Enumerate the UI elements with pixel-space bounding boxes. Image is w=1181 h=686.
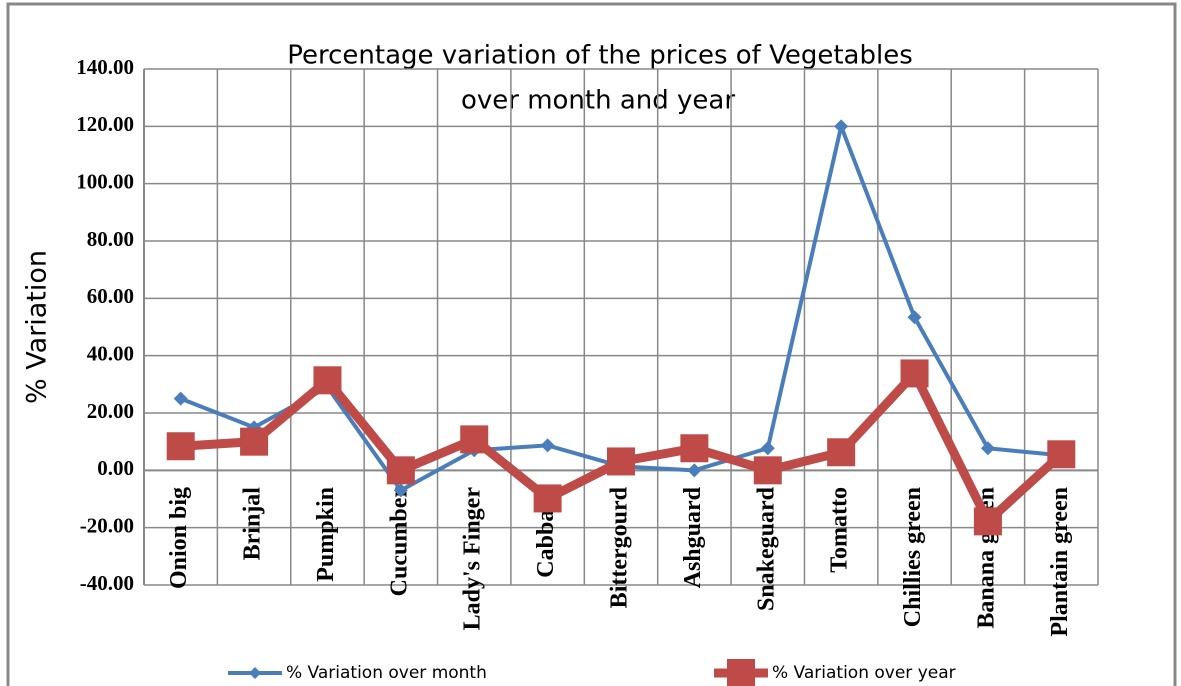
x-tick-label: Cucumber — [386, 487, 412, 597]
chart-title: Percentage variation of the prices of Ve… — [287, 41, 913, 71]
marker — [166, 432, 195, 461]
y-tick-label: 100.00 — [76, 169, 134, 193]
y-axis-label: % Variation — [22, 250, 53, 404]
x-tick-label: Tomatto — [827, 487, 853, 573]
marker — [386, 456, 415, 485]
marker — [900, 359, 929, 388]
x-tick-label: Pumpkin — [313, 487, 339, 582]
x-tick-label: Bittergourd — [607, 486, 633, 608]
marker — [973, 507, 1002, 536]
marker — [540, 438, 555, 453]
marker — [173, 391, 188, 406]
marker — [687, 463, 702, 478]
marker — [980, 441, 995, 456]
x-tick-label: Lady's Finger — [460, 487, 486, 631]
y-tick-label: 120.00 — [76, 112, 134, 136]
y-tick-label: -40.00 — [80, 571, 134, 595]
marker — [760, 441, 775, 456]
chart-frame — [6, 2, 1177, 686]
y-tick-label: 140.00 — [76, 55, 134, 79]
x-tick-label: Chillies green — [900, 487, 926, 627]
marker — [313, 366, 342, 395]
x-tick-label: Snakeguard — [753, 486, 779, 611]
marker — [827, 438, 856, 467]
legend-label: % Variation over year — [772, 663, 956, 683]
marker — [460, 425, 489, 454]
legend-marker — [727, 659, 755, 686]
marker — [1047, 440, 1076, 469]
marker — [753, 456, 782, 485]
marker — [240, 427, 269, 456]
marker — [680, 434, 709, 463]
y-tick-label: 40.00 — [87, 341, 134, 365]
marker — [533, 484, 562, 513]
x-tick-label: Brinjal — [240, 487, 266, 561]
chart-title: over month and year — [461, 86, 735, 116]
y-tick-label: 20.00 — [87, 399, 134, 423]
marker — [607, 447, 635, 476]
legend-label: % Variation over month — [286, 663, 487, 683]
legend-marker — [249, 667, 261, 679]
x-tick-label: Ashguard — [680, 486, 706, 588]
y-tick-label: 80.00 — [87, 227, 134, 251]
marker — [834, 119, 849, 134]
x-tick-label: Onion big — [166, 487, 192, 589]
x-tick-label: Plantain green — [1047, 487, 1073, 637]
y-tick-label: 0.00 — [97, 456, 134, 480]
marker — [907, 310, 922, 325]
marker — [393, 483, 408, 498]
y-tick-label: -20.00 — [80, 513, 134, 537]
y-tick-label: 60.00 — [87, 284, 134, 308]
